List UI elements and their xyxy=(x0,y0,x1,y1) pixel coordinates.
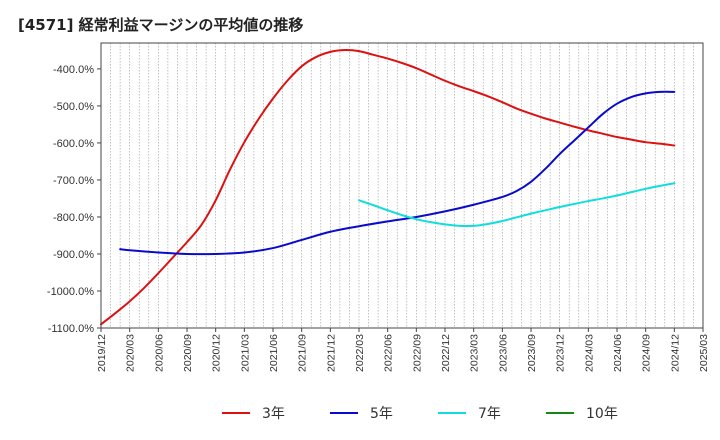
x-tick-label: 2025/03 xyxy=(698,334,710,372)
legend-item-3: 7年 xyxy=(438,403,501,423)
x-tick-label: 2020/03 xyxy=(125,334,137,372)
x-tick-label: 2020/12 xyxy=(211,334,223,372)
x-tick-label: 2023/09 xyxy=(526,334,538,372)
y-tick-label: -800.0% xyxy=(53,212,94,224)
y-tick-label: -700.0% xyxy=(53,175,94,187)
x-tick-label: 2023/12 xyxy=(555,334,567,372)
x-tick-label: 2021/06 xyxy=(268,334,280,372)
x-tick-label: 2023/06 xyxy=(497,334,509,372)
chart-title: [4571] 経常利益マージンの平均値の推移 xyxy=(18,16,304,34)
x-tick-label: 2024/12 xyxy=(669,334,681,372)
legend-item-2: 5年 xyxy=(330,403,393,423)
x-tick-label: 2022/12 xyxy=(440,334,452,372)
legend-swatch xyxy=(438,412,466,414)
plot-frame xyxy=(100,42,704,329)
legend-swatch xyxy=(222,412,250,414)
series-line-1 xyxy=(100,49,676,326)
x-tick-label: 2024/09 xyxy=(641,334,653,372)
y-tick-label: -1000.0% xyxy=(47,286,94,298)
x-tick-label: 2022/03 xyxy=(354,334,366,372)
y-tick-label: -900.0% xyxy=(53,249,94,261)
series-line-3 xyxy=(358,182,676,228)
x-tick-label: 2022/09 xyxy=(411,334,423,372)
x-tick-label: 2023/03 xyxy=(469,334,481,372)
y-tick-label: -500.0% xyxy=(53,101,94,113)
y-tick-label: -400.0% xyxy=(53,64,94,76)
x-tick-label: 2022/06 xyxy=(383,334,395,372)
grid-layer xyxy=(110,43,694,328)
x-tick-label: 2021/12 xyxy=(325,334,337,372)
y-tick-label: -1100.0% xyxy=(48,323,94,335)
x-tick-label: 2024/06 xyxy=(612,334,624,372)
x-tick-label: 2019/12 xyxy=(96,334,108,372)
legend-item-1: 3年 xyxy=(222,403,285,423)
legend-label: 5年 xyxy=(370,406,393,422)
x-tick-label: 2021/03 xyxy=(239,334,251,372)
legend-label: 3年 xyxy=(262,406,285,422)
axis-layer: -400.0% -500.0% -600.0% -700.0% -800.0% -900.… xyxy=(47,64,710,372)
x-tick-label: 2021/09 xyxy=(297,334,309,372)
legend-label: 10年 xyxy=(586,406,618,422)
x-tick-label: 2020/09 xyxy=(182,334,194,372)
plot-background xyxy=(101,43,703,328)
legend-label: 7年 xyxy=(478,406,501,422)
x-tick-label: 2020/06 xyxy=(153,334,165,372)
legend-item-4: 10年 xyxy=(546,403,618,423)
legend-swatch xyxy=(330,412,358,414)
series-line-2 xyxy=(119,90,676,256)
y-tick-label: -600.0% xyxy=(53,138,94,150)
legend-swatch xyxy=(546,412,574,414)
x-tick-label: 2024/03 xyxy=(583,334,595,372)
series-layer xyxy=(100,49,676,326)
